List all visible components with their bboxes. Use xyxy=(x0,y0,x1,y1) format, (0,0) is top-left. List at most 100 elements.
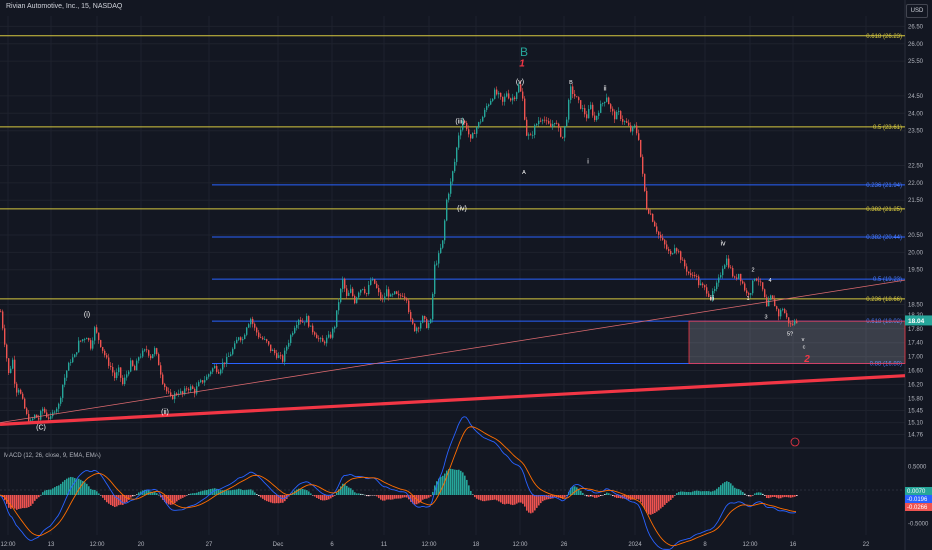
candle-body xyxy=(108,357,110,366)
candle-body xyxy=(18,389,20,393)
macd-histogram-bar xyxy=(440,476,442,495)
candle-body xyxy=(236,339,238,344)
candle-body xyxy=(336,310,338,327)
candle-body xyxy=(498,92,500,95)
macd-histogram-bar xyxy=(12,495,14,508)
macd-histogram-bar xyxy=(720,485,722,495)
candle-body xyxy=(296,324,298,328)
macd-histogram-bar xyxy=(230,490,232,495)
time-tick-label: 18 xyxy=(473,542,480,548)
currency-button[interactable]: USD xyxy=(906,4,928,18)
macd-histogram-bar xyxy=(474,495,476,498)
target-zone xyxy=(688,320,906,364)
candle-body xyxy=(200,380,202,383)
macd-histogram-bar xyxy=(750,495,752,497)
macd-histogram-bar xyxy=(128,495,130,500)
macd-histogram-bar xyxy=(466,479,468,495)
candle-body xyxy=(226,356,228,364)
candle-body xyxy=(446,199,448,221)
macd-histogram-bar xyxy=(52,488,54,495)
price-tick-label: 26.50 xyxy=(908,24,924,30)
macd-histogram-bar xyxy=(414,495,416,505)
time-tick-label: 20 xyxy=(138,542,145,548)
macd-histogram-bar xyxy=(532,495,534,513)
fib-label-yellow: 0.236 (18.66) xyxy=(866,297,902,303)
macd-histogram-bar xyxy=(290,494,292,496)
candle-body xyxy=(722,268,724,276)
candle-body xyxy=(208,374,210,377)
macd-histogram-bar xyxy=(232,489,234,495)
macd-histogram-bar xyxy=(734,487,736,495)
candle-body xyxy=(546,120,548,122)
macd-histogram-bar xyxy=(560,495,562,499)
wave-label: A xyxy=(522,170,526,176)
macd-indicator-label[interactable]: MACD (12, 26, close, 9, EMA, EMA) xyxy=(4,453,101,459)
macd-histogram-bar xyxy=(450,468,452,495)
candle-body xyxy=(50,416,52,419)
macd-histogram-bar xyxy=(728,481,730,495)
candle-body xyxy=(732,268,734,277)
candle-body xyxy=(86,338,88,340)
candle-body xyxy=(82,339,84,341)
macd-histogram-bar xyxy=(78,478,80,495)
candle-body xyxy=(758,280,760,282)
macd-histogram-bar xyxy=(8,495,10,508)
macd-histogram-bar xyxy=(484,495,486,502)
candle-body xyxy=(586,114,588,119)
candle-body xyxy=(34,414,36,419)
candle-body xyxy=(20,389,22,394)
candle-body xyxy=(406,298,408,301)
macd-histogram-bar xyxy=(348,487,350,495)
macd-histogram-bar xyxy=(300,488,302,495)
candle-body xyxy=(232,348,234,355)
fib-levels: 0.618 (26.23) 0.5 (23.61) 0.382 (21.25) 0.2… xyxy=(0,34,905,368)
macd-histogram-bar xyxy=(340,486,342,495)
macd-histogram-bar xyxy=(666,495,668,504)
macd-histogram-bar xyxy=(418,495,420,504)
macd-histogram-bar xyxy=(726,481,728,495)
candle-body xyxy=(424,316,426,319)
candle-body xyxy=(64,377,66,385)
time-axis: 12:00 13 12:00 20 27 Dec 6 11 12:00 18 12:00 26 2024… xyxy=(0,542,870,548)
time-tick-label: 12:00 xyxy=(421,542,437,548)
macd-histogram-bar xyxy=(344,483,346,495)
candle-body xyxy=(604,101,606,104)
candle-body xyxy=(14,359,16,384)
candle-body xyxy=(760,281,762,283)
candle-body xyxy=(240,337,242,341)
time-tick-label: 11 xyxy=(381,542,388,548)
candle-body xyxy=(184,388,186,395)
candle-body xyxy=(738,273,740,279)
price-tick-label: 15.45 xyxy=(908,408,924,414)
macd-histogram-bar xyxy=(56,486,58,495)
macd-histogram-bar xyxy=(168,495,170,505)
macd-histogram-bar xyxy=(574,486,576,495)
candle-body xyxy=(330,334,332,338)
macd-histogram-bar xyxy=(746,495,748,496)
candle-body xyxy=(514,97,516,100)
candle-body xyxy=(412,319,414,324)
macd-histogram-bar xyxy=(70,476,72,495)
macd-histogram-bar xyxy=(358,493,360,495)
macd-histogram-bar xyxy=(586,495,588,497)
candle-body xyxy=(42,408,44,412)
candle-body xyxy=(608,97,610,105)
macd-histogram-bar xyxy=(34,495,36,501)
candle-body xyxy=(716,282,718,290)
macd-histogram-bar xyxy=(714,490,716,495)
macd-histogram-bar xyxy=(478,495,480,500)
macd-histogram-bar xyxy=(614,495,616,498)
candle-body xyxy=(404,296,406,299)
candle-body xyxy=(410,312,412,320)
macd-histogram-bar xyxy=(702,491,704,495)
candle-body xyxy=(536,123,538,126)
candle-body xyxy=(734,276,736,278)
macd-histogram-bar xyxy=(744,493,746,495)
macd-histogram-bar xyxy=(656,495,658,512)
candle-body xyxy=(528,134,530,136)
candle-body xyxy=(476,127,478,134)
macd-histogram-bar xyxy=(406,495,408,498)
candle-body xyxy=(724,265,726,269)
candle-body xyxy=(238,337,240,340)
